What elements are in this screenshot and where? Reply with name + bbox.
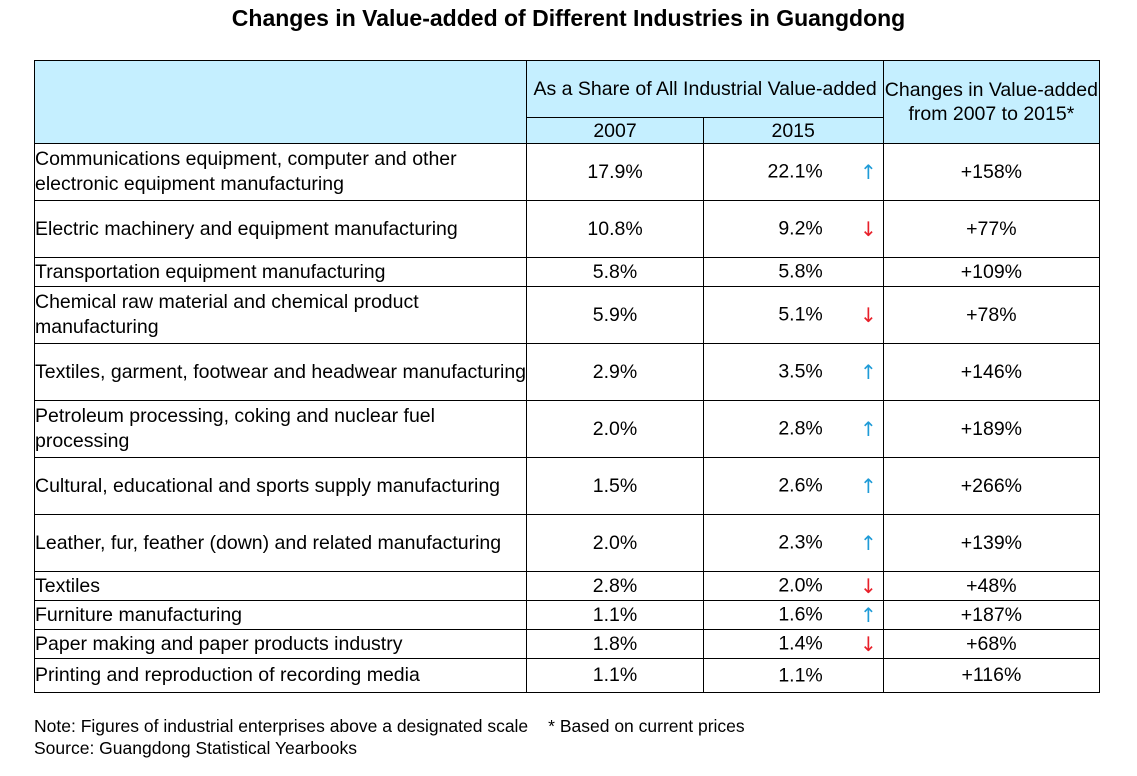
table-row: Cultural, educational and sports supply …	[33, 457, 1101, 515]
industry-name: Petroleum processing, coking and nuclear…	[33, 400, 528, 458]
arrow-down-icon: ↓	[860, 303, 877, 327]
change-value: +139%	[882, 514, 1101, 572]
change-value: +109%	[882, 257, 1101, 287]
arrow-up-icon: ↑	[860, 531, 877, 555]
share-2007-value: 2.0%	[526, 400, 704, 458]
share-2015-value: 9.2%	[778, 217, 823, 240]
year-2007-header: 2007	[526, 117, 704, 144]
share-2015-cell: 22.1% ↑	[702, 143, 884, 201]
industry-table: As a Share of All Industrial Value-added…	[33, 60, 1101, 693]
share-2007-value: 2.8%	[526, 571, 704, 601]
change-value: +189%	[882, 400, 1101, 458]
share-2007-value: 17.9%	[526, 143, 704, 201]
table-row: Petroleum processing, coking and nuclear…	[33, 400, 1101, 458]
industry-name: Chemical raw material and chemical produ…	[33, 286, 528, 344]
arrow-down-icon: ↓	[860, 632, 877, 656]
share-2015-value: 1.4%	[778, 632, 823, 655]
change-value: +266%	[882, 457, 1101, 515]
year-2015-header: 2015	[702, 117, 884, 144]
notes: Note: Figures of industrial enterprises …	[34, 715, 745, 759]
share-2007-value: 1.1%	[526, 658, 704, 693]
share-2015-cell: 9.2% ↓	[702, 200, 884, 258]
industry-name: Leather, fur, feather (down) and related…	[33, 514, 528, 572]
change-value: +146%	[882, 343, 1101, 401]
change-value: +77%	[882, 200, 1101, 258]
arrow-up-icon: ↑	[860, 603, 877, 627]
industry-name: Transportation equipment manufacturing	[33, 257, 528, 287]
arrow-down-icon: ↓	[860, 217, 877, 241]
share-2015-cell: 5.1% ↓	[702, 286, 884, 344]
arrow-up-icon: ↑	[860, 417, 877, 441]
share-2015-value: 2.3%	[778, 531, 823, 554]
industry-header-cell	[33, 60, 528, 144]
scale-note: Note: Figures of industrial enterprises …	[34, 716, 529, 736]
share-2007-value: 10.8%	[526, 200, 704, 258]
change-value: +116%	[882, 658, 1101, 693]
table-row: Paper making and paper products industry…	[33, 629, 1101, 659]
share-2007-value: 5.8%	[526, 257, 704, 287]
share-2015-value: 1.6%	[778, 603, 823, 626]
price-footnote: * Based on current prices	[548, 716, 745, 736]
change-value: +68%	[882, 629, 1101, 659]
note-line: Note: Figures of industrial enterprises …	[34, 715, 745, 737]
share-2015-value: 2.0%	[778, 574, 823, 597]
share-2007-value: 5.9%	[526, 286, 704, 344]
table-row: Textiles 2.8% 2.0% ↓ +48%	[33, 571, 1101, 601]
table-row: Communications equipment, computer and o…	[33, 143, 1101, 201]
table-row: Chemical raw material and chemical produ…	[33, 286, 1101, 344]
share-2007-value: 1.5%	[526, 457, 704, 515]
share-2015-cell: 3.5% ↑	[702, 343, 884, 401]
share-2015-cell: 2.0% ↓	[702, 571, 884, 601]
industry-name: Cultural, educational and sports supply …	[33, 457, 528, 515]
share-2007-value: 1.8%	[526, 629, 704, 659]
share-2015-cell: 5.8%	[702, 257, 884, 287]
share-2015-value: 2.6%	[778, 474, 823, 497]
share-2015-cell: 1.6% ↑	[702, 600, 884, 630]
share-2015-value: 1.1%	[778, 664, 823, 686]
change-value: +187%	[882, 600, 1101, 630]
share-2007-value: 2.0%	[526, 514, 704, 572]
share-group-header: As a Share of All Industrial Value-added	[526, 60, 884, 118]
table-row: Furniture manufacturing 1.1% 1.6% ↑ +187%	[33, 600, 1101, 630]
arrow-up-icon: ↑	[860, 474, 877, 498]
industry-name: Textiles, garment, footwear and headwear…	[33, 343, 528, 401]
share-2015-value: 2.8%	[778, 417, 823, 440]
change-value: +78%	[882, 286, 1101, 344]
table-row: Leather, fur, feather (down) and related…	[33, 514, 1101, 572]
change-value: +158%	[882, 143, 1101, 201]
share-2015-cell: 2.8% ↑	[702, 400, 884, 458]
industry-name: Printing and reproduction of recording m…	[33, 658, 528, 693]
change-value: +48%	[882, 571, 1101, 601]
arrow-up-icon: ↑	[860, 160, 877, 184]
share-2015-cell: 1.4% ↓	[702, 629, 884, 659]
share-2007-value: 2.9%	[526, 343, 704, 401]
chart-title: Changes in Value-added of Different Indu…	[231, 5, 906, 31]
industry-name: Furniture manufacturing	[33, 600, 528, 630]
arrow-down-icon: ↓	[860, 574, 877, 598]
share-2015-cell: 2.3% ↑	[702, 514, 884, 572]
arrow-up-icon: ↑	[860, 360, 877, 384]
share-2015-value: 3.5%	[778, 360, 823, 383]
share-2015-cell: 2.6% ↑	[702, 457, 884, 515]
table-row: Textiles, garment, footwear and headwear…	[33, 343, 1101, 401]
industry-name: Electric machinery and equipment manufac…	[33, 200, 528, 258]
table-row: Transportation equipment manufacturing 5.…	[33, 257, 1101, 287]
share-2015-value: 5.1%	[778, 303, 823, 326]
table-row: Electric machinery and equipment manufac…	[33, 200, 1101, 258]
share-2007-value: 1.1%	[526, 600, 704, 630]
table-body: Communications equipment, computer and o…	[33, 143, 1101, 693]
table-row: Printing and reproduction of recording m…	[33, 658, 1101, 693]
share-2015-value: 5.8%	[778, 260, 823, 283]
share-2015-value: 22.1%	[767, 160, 823, 183]
source-line: Source: Guangdong Statistical Yearbooks	[34, 738, 357, 758]
change-header: Changes in Value-added from 2007 to 2015…	[882, 60, 1101, 144]
share-2015-cell: 1.1%	[702, 658, 884, 693]
industry-name: Paper making and paper products industry	[33, 629, 528, 659]
industry-name: Communications equipment, computer and o…	[33, 143, 528, 201]
industry-name: Textiles	[33, 571, 528, 601]
